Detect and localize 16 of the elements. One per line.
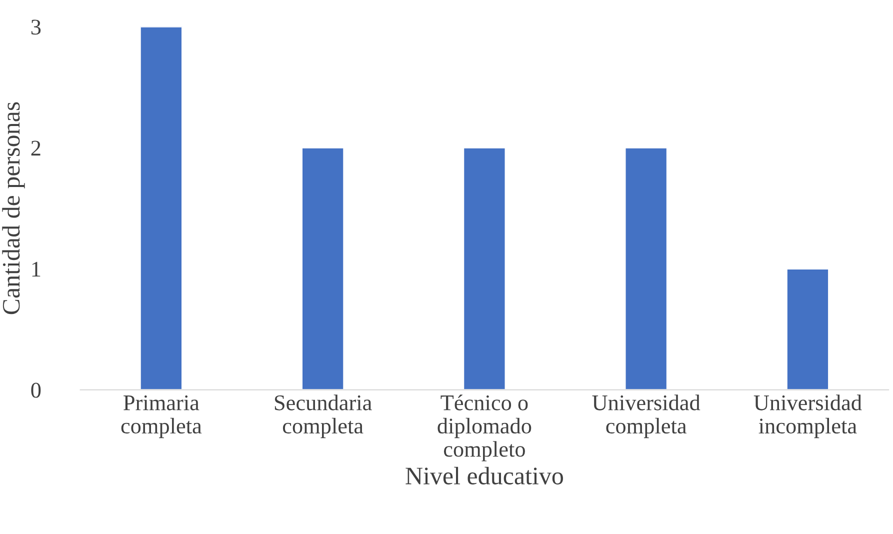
x-tick-label: Universidad completa bbox=[592, 394, 700, 438]
x-tick-label: Primaria completa bbox=[121, 395, 202, 438]
bar bbox=[462, 147, 506, 390]
y-axis-title: Cantidad de personas bbox=[2, 102, 25, 314]
y-tick-label: 1 bbox=[32, 262, 40, 276]
y-tick-label: 3 bbox=[31, 20, 41, 35]
x-tick-label: Universidad incompleta bbox=[754, 394, 862, 438]
x-tick-label: Secundaria completa bbox=[274, 394, 372, 438]
bar bbox=[786, 268, 830, 390]
y-tick-label: 0 bbox=[31, 382, 41, 398]
y-tick-label: 2 bbox=[31, 140, 40, 156]
x-tick-label: Técnico o diplomado completo bbox=[438, 394, 532, 462]
bar bbox=[624, 147, 668, 390]
bar bbox=[301, 147, 345, 390]
x-axis-title: Nivel educativo bbox=[406, 466, 563, 484]
bar bbox=[139, 26, 183, 390]
